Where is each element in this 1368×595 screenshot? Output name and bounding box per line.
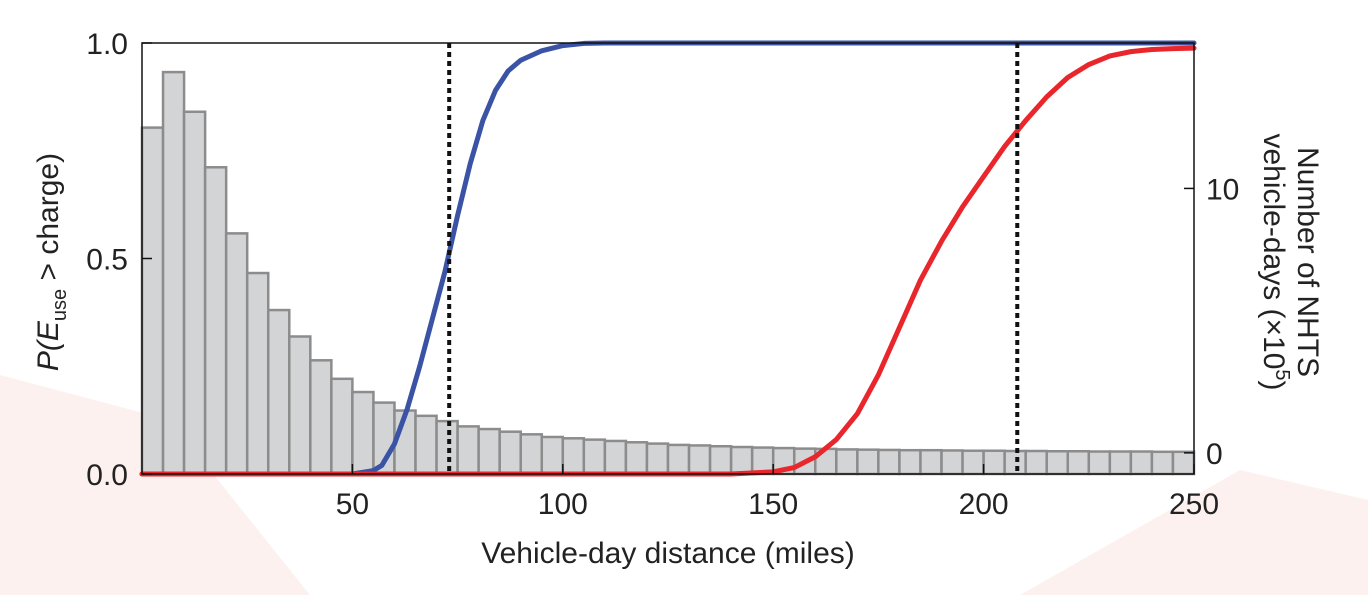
histogram-bar [835, 448, 859, 476]
right-y-tick-label: 10 [1206, 173, 1239, 206]
histogram-bar [561, 437, 586, 476]
histogram-bar [309, 359, 333, 476]
histogram-bar [1045, 450, 1070, 476]
red-probability-curve [139, 45, 1197, 477]
histogram-bar [161, 70, 186, 476]
histogram-bar [1003, 449, 1027, 476]
x-tick-label: 100 [538, 488, 588, 521]
left-y-axis-title-prefix: P( [32, 338, 65, 371]
histogram-bar [982, 449, 1006, 476]
histogram-bar [224, 232, 249, 476]
histogram-bar [519, 433, 544, 476]
histogram-bar [603, 439, 628, 476]
histogram-bars [140, 70, 1196, 476]
right-y-axis-title-line2-prefix: vehicle-days (×10 [1257, 133, 1290, 369]
histogram-bar [245, 271, 270, 476]
histogram-bar [1024, 449, 1048, 476]
background-accent-left [0, 375, 310, 595]
background-accent-right [1020, 470, 1368, 595]
histogram-bar [645, 442, 670, 476]
x-axis-title: Vehicle-day distance (miles) [481, 537, 855, 570]
right-y-axis-title-line2-sup: 5 [1271, 369, 1293, 380]
left-y-axis-title: P(Euse > charge) [32, 153, 71, 371]
left-y-axis-title-sub: use [49, 289, 71, 321]
right-y-axis-title-line2-suffix: ) [1257, 381, 1290, 391]
histogram-bar [856, 448, 880, 476]
histogram-bar [940, 449, 964, 476]
histogram-bar [330, 377, 354, 476]
histogram-bar [898, 448, 922, 476]
histogram-bar [687, 444, 712, 476]
histogram-bar [498, 430, 522, 476]
histogram-bar [203, 166, 228, 476]
histogram-bar [1129, 450, 1154, 476]
left-y-axis-title-var: E [32, 320, 65, 341]
histogram-bar [140, 126, 165, 476]
histogram-bar [877, 448, 901, 476]
histogram-bar [1150, 450, 1175, 476]
left-y-tick-label: 1.0 [86, 28, 128, 61]
right-y-axis-title-line1: Number of NHTS [1291, 147, 1324, 377]
histogram-bar [540, 435, 565, 476]
histogram-bar [1171, 450, 1196, 476]
histogram-bar [456, 425, 480, 476]
histogram-bar [288, 335, 312, 476]
histogram-bar [182, 110, 207, 476]
histogram-bar [919, 448, 943, 476]
left-y-tick-label: 0.0 [86, 459, 128, 492]
x-tick-label: 150 [748, 488, 798, 521]
x-tick-label: 50 [336, 488, 369, 521]
x-tick-label: 250 [1169, 488, 1219, 521]
histogram-bar [1108, 450, 1133, 476]
histogram-bar [961, 449, 985, 476]
histogram-bar [729, 445, 754, 476]
x-axis-ticks: 50 100 150 200 250 [336, 464, 1219, 521]
histogram-bar [435, 419, 459, 476]
histogram-bar [477, 427, 501, 476]
right-y-axis-ticks: 0 10 [1184, 173, 1239, 471]
histogram-bar [351, 390, 375, 476]
histogram-bar [1066, 450, 1091, 476]
histogram-bar [266, 308, 291, 476]
histogram-bar [624, 441, 649, 476]
x-tick-label: 200 [959, 488, 1009, 521]
histogram-bar [1087, 450, 1112, 476]
left-y-axis-title-suffix: > charge) [32, 153, 65, 289]
histogram-bar [582, 438, 607, 476]
left-y-tick-label: 0.5 [86, 244, 128, 277]
histogram-bar [666, 443, 691, 476]
histogram-bar [414, 414, 438, 476]
right-y-tick-label: 0 [1206, 438, 1223, 471]
right-y-axis-title-line2: vehicle-days (×105) [1257, 133, 1293, 390]
histogram-bar [708, 444, 733, 476]
left-y-axis-ticks: 0.0 0.5 1.0 [86, 28, 152, 492]
